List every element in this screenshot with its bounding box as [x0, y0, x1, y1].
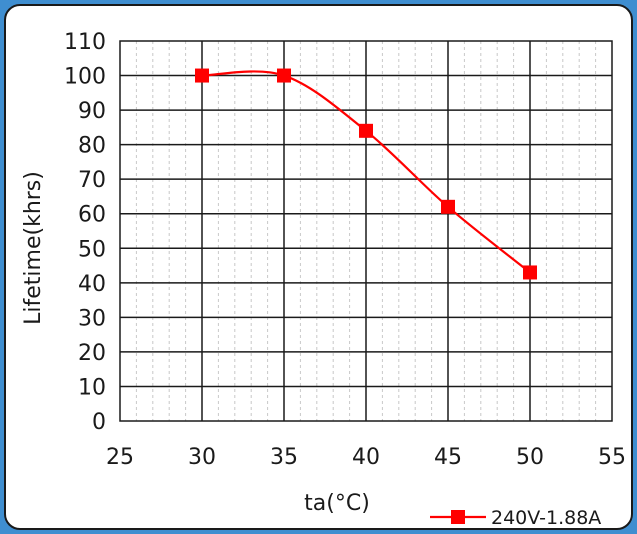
data-point-marker — [523, 265, 537, 280]
y-tick-label: 50 — [78, 237, 106, 262]
data-point-marker — [359, 123, 373, 138]
data-point-marker — [441, 199, 455, 214]
y-tick-label: 10 — [78, 375, 106, 400]
legend-label: 240V-1.88A — [491, 507, 601, 529]
y-tick-label: 0 — [92, 410, 106, 435]
major-grid — [120, 41, 612, 421]
x-tick-label: 30 — [188, 445, 216, 470]
x-tick-label: 55 — [598, 445, 626, 470]
legend: 240V-1.88A — [430, 507, 601, 529]
x-tick-label: 40 — [352, 445, 380, 470]
x-tick-label: 50 — [516, 445, 544, 470]
y-tick-label: 110 — [64, 30, 106, 55]
y-tick-label: 100 — [64, 65, 106, 90]
plot-border — [119, 40, 613, 422]
legend-marker — [451, 510, 465, 524]
x-tick-labels: 25 30 35 40 45 50 55 — [106, 445, 626, 470]
y-tick-label: 20 — [78, 341, 106, 366]
data-point-marker — [195, 68, 209, 83]
series-markers — [195, 68, 537, 280]
y-tick-label: 70 — [78, 168, 106, 193]
x-tick-label: 35 — [270, 445, 298, 470]
y-axis-label: Lifetime(khrs) — [21, 171, 46, 325]
x-axis-label: ta(°C) — [304, 491, 370, 516]
y-tick-label: 40 — [78, 272, 106, 297]
x-tick-label: 45 — [434, 445, 462, 470]
data-point-marker — [277, 68, 291, 83]
x-tick-label: 25 — [106, 445, 134, 470]
y-tick-label: 90 — [78, 99, 106, 124]
y-tick-labels: 0 10 20 30 40 50 60 70 80 90 100 110 — [64, 30, 106, 435]
y-tick-label: 80 — [78, 134, 106, 159]
y-tick-label: 60 — [78, 203, 106, 228]
y-tick-label: 30 — [78, 306, 106, 331]
